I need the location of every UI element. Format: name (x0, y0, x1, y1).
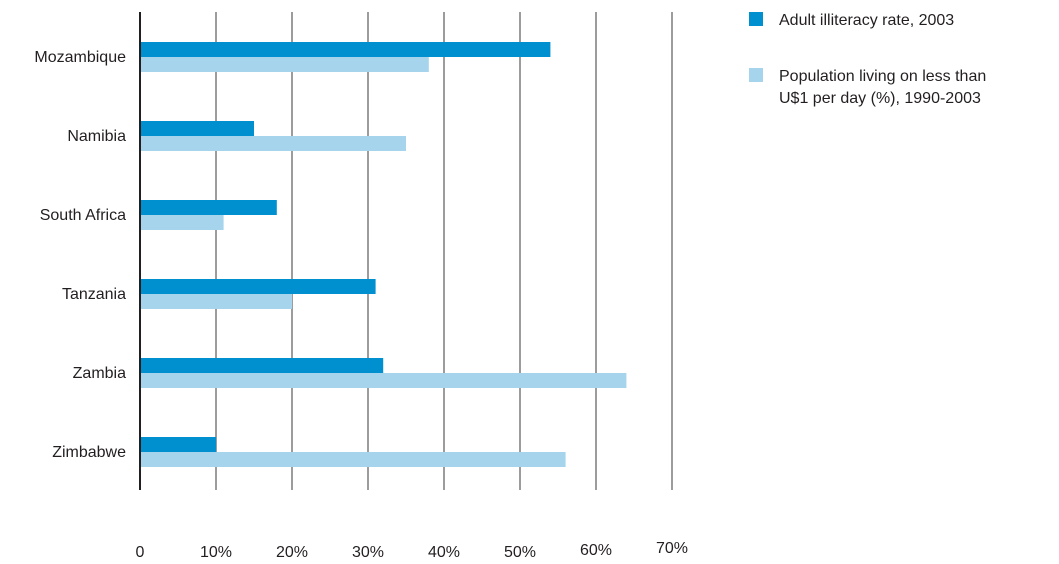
bar-poverty (140, 136, 406, 151)
category-label: Zambia (73, 365, 126, 382)
x-tick-label: 50% (504, 544, 536, 561)
x-tick-label: 40% (428, 544, 460, 561)
x-tick-labels: 0 10% 20% 30% 40% 50% 60% 70% (136, 540, 688, 561)
legend-swatch-poverty (749, 68, 763, 82)
bar-illiteracy (140, 437, 216, 452)
bar-illiteracy (140, 200, 277, 215)
legend: Adult illiteracy rate, 2003 Population l… (749, 12, 986, 107)
bar-illiteracy (140, 121, 254, 136)
bar-poverty (140, 452, 566, 467)
bars (140, 42, 627, 467)
x-tick-label: 60% (580, 542, 612, 559)
legend-label-poverty-line-1: Population living on less than (779, 68, 986, 85)
bar-poverty (140, 215, 224, 230)
bar-poverty (140, 57, 429, 72)
x-tick-label: 0 (136, 544, 145, 561)
category-label: Tanzania (62, 286, 126, 303)
legend-label-poverty-line-2: U$1 per day (%), 1990-2003 (779, 90, 981, 107)
x-tick-label: 10% (200, 544, 232, 561)
bar-illiteracy (140, 42, 551, 57)
bar-illiteracy (140, 279, 376, 294)
legend-swatch-illiteracy (749, 12, 763, 26)
legend-label-illiteracy: Adult illiteracy rate, 2003 (779, 12, 954, 29)
x-tick-label: 20% (276, 544, 308, 561)
x-tick-label: 30% (352, 544, 384, 561)
category-label: Namibia (67, 128, 126, 145)
bar-poverty (140, 294, 292, 309)
category-label: South Africa (40, 207, 126, 224)
bar-illiteracy (140, 358, 384, 373)
x-tick-label: 70% (656, 540, 688, 557)
bar-poverty (140, 373, 627, 388)
category-labels: Mozambique Namibia South Africa Tanzania Zam… (34, 49, 126, 461)
category-label: Zimbabwe (52, 444, 126, 461)
gridlines (215, 12, 673, 490)
category-label: Mozambique (34, 49, 126, 66)
